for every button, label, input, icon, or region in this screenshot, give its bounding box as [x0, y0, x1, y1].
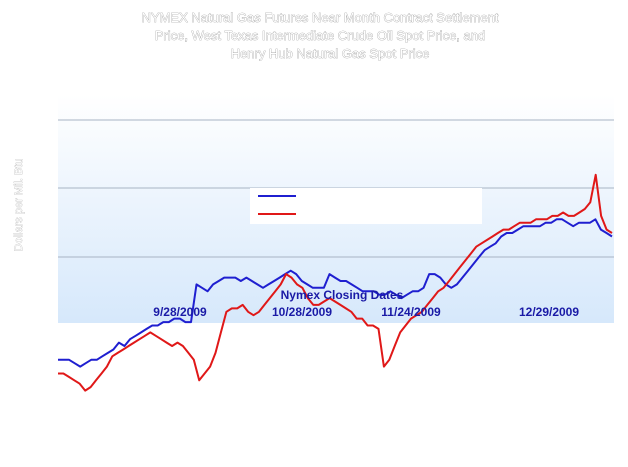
x-tick-label: 10/28/2009 — [272, 305, 332, 319]
chart-title-line-1: NYMEX Natural Gas Futures Near Month Con… — [142, 10, 499, 25]
chart-title: NYMEX Natural Gas Futures Near Month Con… — [141, 10, 499, 62]
series-line-1 — [58, 218, 613, 368]
series-layer — [58, 173, 613, 392]
y-axis-label: Dollars per Mil. Btu — [13, 159, 25, 252]
x-axis-label: Nymex Closing Dates — [281, 288, 404, 302]
chart-title-line-3: Henry Hub Natural Gas Spot Price — [231, 46, 430, 61]
chart-title-line-2: Price, West Texas Intermediate Crude Oil… — [155, 28, 485, 43]
x-tick-label: 9/28/2009 — [153, 305, 207, 319]
legend — [250, 188, 482, 224]
legend-box — [250, 188, 482, 224]
series-line-2 — [58, 173, 613, 392]
x-tick-label: 11/24/2009 — [381, 305, 441, 319]
x-tick-label: 12/29/2009 — [519, 305, 579, 319]
